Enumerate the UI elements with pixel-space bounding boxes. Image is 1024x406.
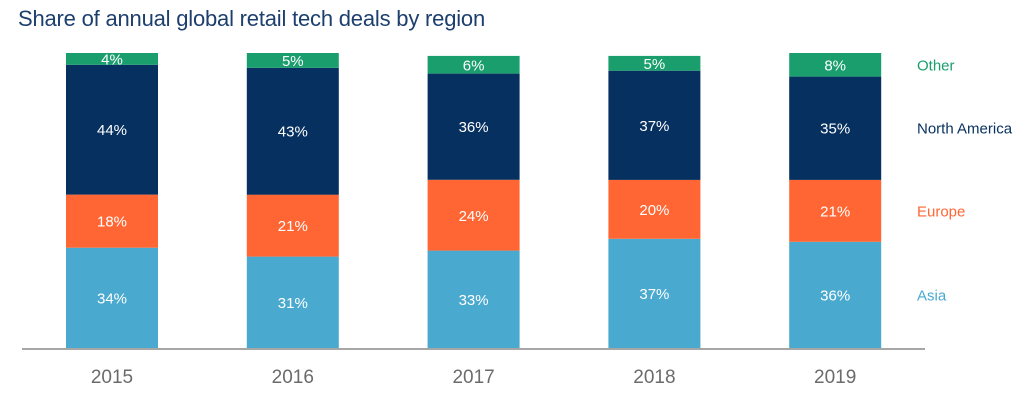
x-tick-label-2018: 2018 (633, 367, 675, 388)
data-label-asia-2017: 33% (459, 292, 489, 309)
bar-segment-europe-2017 (427, 179, 520, 251)
bar-segment-asia-2017 (427, 250, 520, 348)
data-label-other-2015: 4% (101, 51, 123, 68)
bar-segment-europe-2018 (608, 179, 701, 239)
data-label-asia-2019: 36% (820, 287, 850, 304)
bar-segment-north-america-2017 (427, 73, 520, 180)
data-label-europe-2015: 18% (97, 214, 127, 231)
bar-segment-asia-2019 (789, 241, 882, 348)
bar-segment-other-2019 (789, 53, 882, 77)
bar-segment-europe-2019 (789, 179, 882, 242)
data-label-asia-2018: 37% (639, 286, 669, 303)
bar-segment-asia-2015 (66, 247, 158, 348)
bar-segment-other-2016 (246, 53, 339, 68)
data-label-other-2017: 6% (463, 57, 485, 74)
data-label-north-america-2017: 36% (459, 119, 489, 136)
bar-segment-north-america-2019 (789, 76, 882, 180)
x-tick-label-2017: 2017 (452, 367, 494, 388)
bar-segment-north-america-2016 (246, 67, 339, 195)
bar-segment-europe-2015 (66, 194, 158, 248)
x-tick-label-2015: 2015 (91, 367, 133, 388)
data-label-other-2018: 5% (644, 56, 666, 73)
x-tick-labels: 2015 2016 2017 2018 2019 (91, 367, 856, 388)
bar-stack-2016: 31% 21% 43% 5% (246, 53, 339, 349)
chart-title: Share of annual global retail tech deals… (18, 6, 485, 31)
bar-segment-asia-2016 (246, 256, 339, 349)
legend-item-asia: Asia (917, 287, 947, 304)
data-label-other-2016: 5% (282, 53, 304, 70)
bars-layer: 34%18%44%4%31%21%43%5%33%24%36%6%37%20%3… (66, 51, 882, 349)
data-label-asia-2015: 34% (97, 290, 127, 307)
bar-stack-2019: 36% 21% 35% 8% (789, 53, 882, 348)
bar-segment-other-2015 (66, 53, 158, 65)
x-tick-label-2019: 2019 (814, 367, 856, 388)
bar-segment-asia-2018 (608, 238, 701, 348)
data-label-north-america-2019: 35% (820, 121, 850, 138)
legend-item-europe: Europe (917, 203, 965, 220)
data-label-north-america-2015: 44% (97, 122, 127, 139)
bar-stack-2018: 37% 20% 37% 5% (608, 55, 701, 348)
legend-item-north-america: North America (917, 121, 1013, 138)
legend-item-other: Other (917, 57, 955, 74)
data-label-europe-2017: 24% (459, 208, 489, 225)
x-tick-label-2016: 2016 (272, 367, 314, 388)
bar-stack-2017: 33% 24% 36% 6% (427, 55, 520, 348)
data-label-europe-2019: 21% (820, 203, 850, 220)
data-label-asia-2016: 31% (278, 295, 308, 312)
data-label-north-america-2018: 37% (639, 118, 669, 135)
bar-segment-north-america-2018 (608, 70, 701, 180)
data-label-europe-2016: 21% (278, 218, 308, 235)
data-label-europe-2018: 20% (639, 202, 669, 219)
bar-segment-europe-2016 (246, 194, 339, 257)
bar-stack-2015: 34% 18% 44% 4% (66, 51, 158, 348)
bar-segment-other-2018 (608, 55, 701, 71)
data-label-north-america-2016: 43% (278, 124, 308, 141)
legend: Asia Europe North America Other (917, 57, 1013, 304)
bar-segment-north-america-2015 (66, 64, 158, 195)
bar-segment-other-2017 (427, 55, 520, 74)
data-label-other-2019: 8% (824, 57, 846, 74)
